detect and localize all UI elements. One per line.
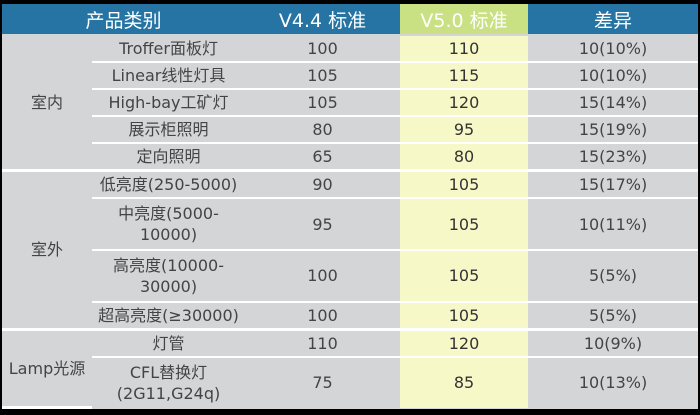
- v44-cell: 95: [245, 198, 401, 251]
- header-product-category: 产品类别: [2, 4, 246, 36]
- table-row: 室内 Troffer面板灯 100 110 10(10%): [2, 35, 699, 173]
- table-row: Lamp光源 灯管 110 120 10(9%): [2, 329, 699, 410]
- diff-cell: 5(5%): [528, 249, 699, 303]
- v44-cell: 100: [245, 249, 401, 303]
- v50-cell: 120: [400, 89, 529, 117]
- diff-cell: 15(19%): [528, 116, 699, 144]
- header-row: 产品类别 V4.4 标准 V5.0 标准 差异: [2, 4, 699, 36]
- v44-cell: 100: [245, 35, 401, 63]
- table-row: CFL替换灯(2G11,G24q) 75 85 10(13%): [2, 356, 698, 408]
- v50-cell: 80: [400, 143, 529, 173]
- diff-cell: 10(10%): [528, 35, 699, 63]
- v44-cell: 110: [245, 329, 401, 358]
- v50-cell: 105: [400, 249, 529, 303]
- table-row: High-bay工矿灯 105 120 15(14%): [2, 89, 699, 117]
- table-row: 高亮度(10000-30000) 100 105 5(5%): [2, 249, 699, 303]
- product-cell: High-bay工矿灯: [92, 89, 246, 117]
- v50-cell: 120: [400, 329, 529, 358]
- product-cell: 中亮度(5000-10000): [92, 198, 246, 251]
- v44-cell: 75: [312, 373, 333, 393]
- table-row: Linear线性灯具 105 115 10(10%): [2, 62, 699, 90]
- product-cell: 超高亮度(≥30000): [92, 301, 246, 331]
- v44-cell: 80: [245, 116, 401, 144]
- diff-cell: 5(5%): [528, 301, 699, 331]
- table-row: 超高亮度(≥30000) 100 105 5(5%): [2, 301, 699, 331]
- v44-cell: 65: [245, 143, 401, 173]
- product-cell: 定向照明: [92, 143, 246, 173]
- v50-cell: 115: [400, 62, 529, 90]
- v50-cell: 85: [400, 356, 529, 408]
- product-cell: Linear线性灯具: [92, 62, 246, 90]
- product-cell: 高亮度(10000-30000): [92, 249, 246, 303]
- product-cell: Troffer面板灯: [92, 35, 246, 63]
- diff-cell: 15(23%): [528, 143, 699, 173]
- diff-cell: 10(13%): [578, 373, 648, 393]
- v50-cell: 105: [400, 198, 529, 251]
- header-v50: V5.0 标准: [400, 4, 529, 36]
- product-cell: 灯管: [92, 329, 246, 358]
- category-indoor: 室内: [2, 35, 92, 173]
- v44-cell: 105: [245, 62, 401, 90]
- diff-cell: 10(11%): [528, 198, 699, 251]
- diff-cell: 10(10%): [528, 62, 699, 90]
- product-cell: 低亮度(250-5000): [92, 170, 246, 200]
- table-row: 中亮度(5000-10000) 95 105 10(11%): [2, 198, 699, 251]
- lighting-standard-table: 产品类别 V4.4 标准 V5.0 标准 差异 室内 Troffer面板灯 10…: [2, 4, 699, 410]
- product-cell: CFL替换灯(2G11,G24q): [116, 362, 221, 403]
- header-v44: V4.4 标准: [245, 4, 401, 36]
- product-cell: 展示柜照明: [92, 116, 246, 144]
- v50-cell: 105: [400, 301, 529, 331]
- diff-cell: 10(9%): [528, 329, 699, 358]
- table-row: 室外 低亮度(250-5000) 90 105 15(17%): [2, 170, 699, 331]
- v50-cell: 95: [400, 116, 529, 144]
- v50-cell: 110: [400, 35, 529, 63]
- category-lamp: Lamp光源: [2, 329, 92, 410]
- v50-cell: 105: [400, 170, 529, 200]
- table-row: 定向照明 65 80 15(23%): [2, 143, 699, 173]
- v44-cell: 100: [245, 301, 401, 331]
- v44-cell: 105: [245, 89, 401, 117]
- v44-cell: 90: [245, 170, 401, 200]
- header-difference: 差异: [528, 4, 699, 36]
- diff-cell: 15(17%): [528, 170, 699, 200]
- table-row: 展示柜照明 80 95 15(19%): [2, 116, 699, 144]
- diff-cell: 15(14%): [528, 89, 699, 117]
- category-outdoor: 室外: [2, 170, 92, 331]
